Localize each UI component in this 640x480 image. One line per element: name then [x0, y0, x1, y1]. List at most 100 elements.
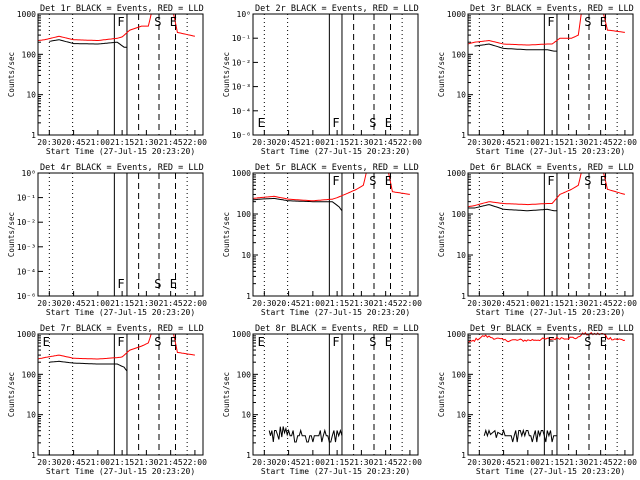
x-tick-label: 21:15 [540, 138, 564, 147]
x-tick-label: 22:00 [183, 458, 207, 467]
events-series-line [474, 43, 557, 52]
x-tick-label: 20:45 [62, 458, 86, 467]
x-tick-label: 21:00 [516, 138, 540, 147]
x-tick-label: 21:45 [589, 299, 613, 308]
x-axis-label: Start Time (27-Jul-15 20:23:20) [46, 308, 195, 317]
event-marker-label: S [584, 174, 591, 188]
x-tick-label: 21:30 [134, 458, 158, 467]
event-marker-label: F [332, 116, 339, 130]
x-axis-label: Start Time (27-Jul-15 20:23:20) [46, 147, 195, 156]
x-tick-label: 20:30 [252, 458, 276, 467]
y-axis-label: Counts/sec [437, 52, 446, 97]
x-tick-label: 21:15 [110, 458, 134, 467]
y-tick-label: 10 [456, 251, 466, 260]
panel-title: Det 8r BLACK = Events, RED = LLD [255, 324, 419, 334]
y-tick-label: 100 [452, 210, 467, 219]
x-tick-label: 21:45 [374, 138, 398, 147]
y-tick-label: 10⁻³ [232, 83, 251, 92]
event-marker-label: S [154, 335, 161, 349]
event-marker-label: F [117, 277, 124, 291]
events-series-line [467, 204, 557, 212]
x-tick-label: 21:45 [589, 138, 613, 147]
event-marker-label: F [547, 15, 554, 29]
event-marker-label: E [600, 174, 607, 188]
x-tick-label: 22:00 [613, 299, 637, 308]
y-tick-label: 10⁻¹ [17, 194, 36, 203]
panel-7: Det 7r BLACK = Events, RED = LLD 1 10 100 10… [7, 324, 207, 476]
event-marker-label: S [154, 15, 161, 29]
y-tick-label: 1 [461, 292, 466, 301]
event-marker-label: E [385, 116, 392, 130]
panel-title: Det 4r BLACK = Events, RED = LLD [40, 163, 204, 173]
y-tick-label: 1 [246, 451, 251, 460]
y-tick-label: 10⁰ [22, 169, 36, 178]
event-marker-label: E [385, 335, 392, 349]
y-tick-label: 1000 [17, 10, 36, 19]
event-marker-label: F [117, 335, 124, 349]
event-marker-label: S [369, 335, 376, 349]
event-marker-label: F [547, 174, 554, 188]
x-tick-label: 21:30 [564, 458, 588, 467]
event-marker-label: E [170, 335, 177, 349]
x-tick-label: 21:45 [589, 458, 613, 467]
panel-title: Det 3r BLACK = Events, RED = LLD [470, 4, 634, 14]
panel-8: Det 8r BLACK = Events, RED = LLD 1 10 100 10… [222, 324, 422, 476]
plot-frame [37, 13, 204, 136]
x-tick-label: 21:30 [349, 138, 373, 147]
y-tick-label: 10⁻⁴ [17, 267, 36, 276]
y-tick-label: 1 [31, 131, 36, 140]
plot-frame [252, 333, 419, 456]
y-tick-label: 10⁻² [17, 218, 36, 227]
y-tick-label: 10⁻³ [17, 243, 36, 252]
y-tick-label: 10 [26, 411, 36, 420]
x-tick-label: 22:00 [613, 458, 637, 467]
plot-frame [252, 13, 419, 136]
y-tick-label: 1000 [232, 330, 251, 339]
y-tick-label: 10⁻² [232, 58, 251, 67]
x-axis-label: Start Time (27-Jul-15 20:23:20) [476, 147, 625, 156]
y-tick-label: 10⁻⁶ [17, 292, 36, 301]
panel-2: Det 2r BLACK = Events, RED = LLD 10⁻⁶ 10⁻⁴… [222, 4, 422, 156]
x-tick-label: 21:15 [540, 458, 564, 467]
x-tick-label: 22:00 [398, 138, 422, 147]
x-tick-label: 21:30 [349, 458, 373, 467]
events-series-line [483, 428, 557, 443]
panel-5: Det 5r BLACK = Events, RED = LLD 1 10 100 10… [222, 163, 422, 317]
y-tick-label: 1 [461, 451, 466, 460]
x-tick-label: 20:45 [492, 299, 516, 308]
panel-9: Det 9r BLACK = Events, RED = LLD 1 10 100 10… [437, 324, 637, 476]
panel-title: Det 2r BLACK = Events, RED = LLD [255, 4, 419, 14]
x-tick-label: 20:30 [252, 138, 276, 147]
event-marker-label: F [332, 335, 339, 349]
events-series-line [252, 197, 343, 212]
x-tick-label: 21:00 [516, 299, 540, 308]
event-marker-label: E [258, 116, 265, 130]
panel-3: Det 3r BLACK = Events, RED = LLD 1 10 100 10… [437, 4, 637, 156]
x-tick-label: 20:45 [62, 299, 86, 308]
y-tick-label: 1 [461, 131, 466, 140]
x-tick-label: 20:45 [62, 138, 86, 147]
y-tick-label: 10 [26, 91, 36, 100]
event-marker-label: E [258, 335, 265, 349]
y-tick-label: 10 [241, 411, 251, 420]
event-marker-label: E [600, 15, 607, 29]
panel-title: Det 7r BLACK = Events, RED = LLD [40, 324, 204, 334]
y-tick-label: 1000 [447, 169, 466, 178]
x-tick-label: 21:00 [516, 458, 540, 467]
x-axis-label: Start Time (27-Jul-15 20:23:20) [476, 467, 625, 476]
x-tick-label: 21:00 [86, 458, 110, 467]
x-tick-label: 20:30 [467, 458, 491, 467]
y-tick-label: 1 [31, 451, 36, 460]
x-tick-label: 22:00 [398, 458, 422, 467]
event-marker-label: E [170, 277, 177, 291]
x-tick-label: 20:45 [492, 138, 516, 147]
x-tick-label: 20:30 [37, 138, 61, 147]
x-tick-label: 21:00 [301, 138, 325, 147]
panel-title: Det 5r BLACK = Events, RED = LLD [255, 163, 419, 173]
event-marker-label: S [369, 174, 376, 188]
x-tick-label: 21:30 [134, 299, 158, 308]
x-tick-label: 21:15 [325, 458, 349, 467]
x-tick-label: 21:45 [159, 299, 183, 308]
plot-frame [37, 333, 204, 456]
